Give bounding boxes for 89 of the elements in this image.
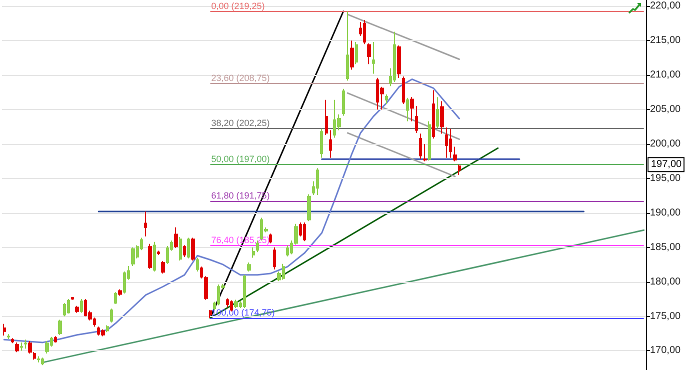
candlestick <box>54 336 57 343</box>
candlestick <box>106 324 109 333</box>
annotation: 197,00 <box>651 159 682 170</box>
candlestick <box>101 328 105 337</box>
y-tick-label: 185,00 <box>650 242 682 253</box>
candlestick <box>7 334 10 340</box>
candlestick <box>428 120 431 162</box>
y-tick-label: 170,00 <box>650 345 682 356</box>
candlestick <box>355 42 358 65</box>
candlestick <box>110 308 113 323</box>
candlestick <box>393 31 396 82</box>
candlestick <box>342 88 345 116</box>
candlestick <box>161 260 165 274</box>
candlestick <box>440 100 444 134</box>
candlestick <box>67 298 70 314</box>
candlestick <box>286 244 289 257</box>
ref-line-label: 0,00 (219,25) <box>211 0 265 11</box>
candlestick <box>406 97 409 122</box>
candlestick <box>320 128 323 158</box>
candlestick <box>209 310 212 318</box>
candlestick <box>179 236 182 261</box>
candlestick <box>153 241 156 272</box>
y-tick-label: 195,00 <box>650 172 682 184</box>
candlestick <box>299 222 302 237</box>
ref-line-label: 38,20 (202,25) <box>211 118 270 128</box>
candlestick <box>11 338 14 344</box>
ref-line-label: 23,60 (208,75) <box>211 73 270 84</box>
candlestick <box>3 323 6 336</box>
candlestick <box>243 274 246 308</box>
candlestick <box>24 339 27 350</box>
candlestick <box>419 133 422 160</box>
candlestick <box>15 342 19 353</box>
candlestick <box>63 302 66 317</box>
candlestick <box>226 298 229 308</box>
candlestick <box>157 250 160 256</box>
candlestick <box>37 356 40 363</box>
candlestick <box>174 226 178 249</box>
candlestick <box>45 340 49 354</box>
candlestick <box>191 237 195 261</box>
candlestick <box>329 130 332 158</box>
candlestick <box>187 237 190 259</box>
candlestick <box>273 246 276 270</box>
candlestick <box>372 42 375 74</box>
candlestick <box>415 106 418 134</box>
candlestick <box>385 94 388 105</box>
y-tick-label: 210,00 <box>650 70 682 81</box>
candlestick <box>183 244 186 258</box>
candlestick <box>75 305 79 314</box>
candlestick <box>307 194 311 222</box>
candlestick <box>252 246 255 258</box>
candlestick <box>363 19 366 45</box>
candlestick <box>316 168 319 196</box>
candlestick <box>41 357 44 366</box>
candlestick <box>346 10 349 82</box>
candlestick <box>410 96 414 122</box>
candlestick <box>269 233 272 244</box>
y-tick-label: 190,00 <box>650 207 682 218</box>
candlestick <box>436 96 439 129</box>
candlestick <box>367 42 371 65</box>
y-tick-label: 220,00 <box>650 0 682 12</box>
candlestick <box>423 144 427 162</box>
ref-line-label: 50,00 (197,00) <box>211 154 270 164</box>
candlestick <box>131 246 135 266</box>
candlestick <box>234 299 238 308</box>
candlestick <box>148 243 152 270</box>
candlestick <box>58 319 62 336</box>
candlestick <box>453 146 457 162</box>
candlestick <box>458 164 461 176</box>
candlestick <box>445 126 448 158</box>
candlestick <box>432 90 435 139</box>
candlestick <box>325 99 328 136</box>
y-tick-label: 205,00 <box>650 104 682 116</box>
candlestick <box>303 222 306 242</box>
candlestick <box>196 257 199 272</box>
y-tick-label: 200,00 <box>650 138 682 150</box>
y-tick-label: 180,00 <box>650 276 682 288</box>
candlestick <box>114 292 117 304</box>
candlestick <box>247 262 251 272</box>
y-tick-label: 175,00 <box>650 310 682 322</box>
y-tick-label: 215,00 <box>650 35 682 46</box>
candlestick <box>118 288 122 296</box>
candlestick <box>144 211 147 237</box>
candlestick <box>350 40 354 70</box>
candlestick <box>80 298 83 314</box>
candlestick <box>71 296 74 300</box>
candlestick <box>402 76 405 105</box>
candlestick <box>397 44 401 78</box>
candlestick <box>20 342 23 352</box>
candlestick <box>449 128 452 158</box>
